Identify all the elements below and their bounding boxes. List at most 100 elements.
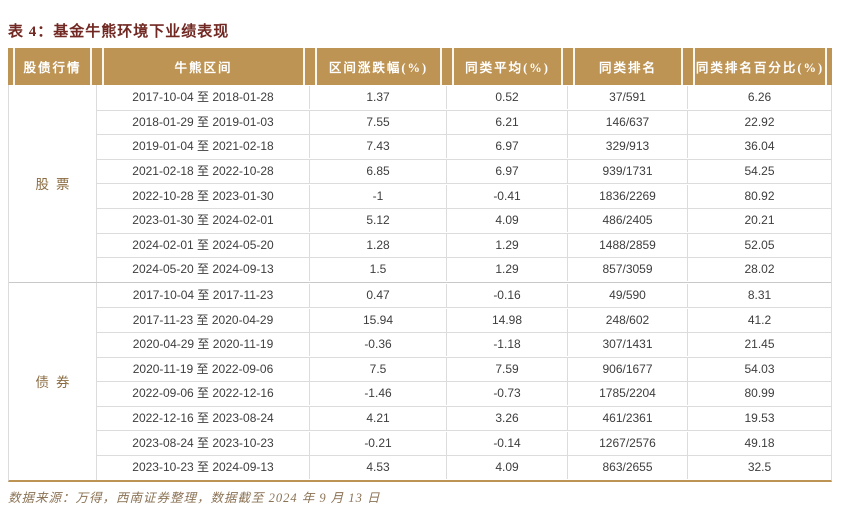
table-row: 2023-10-23 至 2024-09-13 4.53 4.09 863/26… bbox=[97, 454, 831, 480]
peer-average-cell: 6.97 bbox=[446, 160, 567, 184]
table-title: 表 4：基金牛熊环境下业绩表现 bbox=[8, 24, 230, 40]
table-row: 2021-02-18 至 2022-10-28 6.85 6.97 939/17… bbox=[97, 158, 831, 184]
change-cell: 6.85 bbox=[309, 160, 446, 184]
peer-rank-cell: 486/2405 bbox=[567, 209, 687, 233]
period-cell: 2018-01-29 至 2019-01-03 bbox=[132, 114, 274, 129]
period-cell: 2024-05-20 至 2024-09-13 bbox=[132, 262, 274, 277]
peer-average-cell: 6.97 bbox=[446, 135, 567, 159]
header-peer-rank-pct: 同类排名百分比(%) bbox=[688, 48, 832, 85]
peer-average-cell: 14.98 bbox=[446, 308, 567, 332]
header-peer-rank: 同类排名 bbox=[568, 48, 688, 85]
change-cell: 1.28 bbox=[309, 233, 446, 257]
section-label: 股票 bbox=[9, 85, 97, 282]
table-row: 2017-10-04 至 2017-11-23 0.47 -0.16 49/59… bbox=[97, 283, 831, 308]
table-section: 债券 2017-10-04 至 2017-11-23 0.47 -0.16 49… bbox=[9, 281, 831, 480]
period-cell: 2019-01-04 至 2021-02-18 bbox=[132, 139, 274, 154]
rank-percent-cell: 8.31 bbox=[687, 283, 831, 307]
period-cell: 2021-02-18 至 2022-10-28 bbox=[132, 164, 274, 179]
peer-rank-cell: 37/591 bbox=[567, 85, 687, 109]
change-cell: 0.47 bbox=[309, 283, 446, 307]
peer-rank-cell: 146/637 bbox=[567, 110, 687, 134]
peer-average-cell: 0.52 bbox=[446, 85, 567, 109]
table-row: 2022-12-16 至 2023-08-24 4.21 3.26 461/23… bbox=[97, 405, 831, 431]
period-cell: 2022-12-16 至 2023-08-24 bbox=[132, 411, 274, 426]
table-header-row: 股债行情 牛熊区间 区间涨跌幅(%) 同类平均(%) 同类排名 同类排名百分比(… bbox=[8, 48, 832, 85]
rank-percent-cell: 32.5 bbox=[687, 456, 831, 480]
peer-average-cell: 7.59 bbox=[446, 357, 567, 381]
change-cell: -1.46 bbox=[309, 382, 446, 406]
change-cell: 1.5 bbox=[309, 258, 446, 282]
peer-rank-cell: 49/590 bbox=[567, 283, 687, 307]
section-rows: 2017-10-04 至 2018-01-28 1.37 0.52 37/591… bbox=[97, 85, 831, 282]
table-row: 2019-01-04 至 2021-02-18 7.43 6.97 329/91… bbox=[97, 134, 831, 159]
peer-average-cell: -1.18 bbox=[446, 333, 567, 357]
peer-rank-cell: 1488/2859 bbox=[567, 233, 687, 257]
period-cell: 2020-11-19 至 2022-09-06 bbox=[132, 361, 274, 376]
peer-average-cell: 6.21 bbox=[446, 110, 567, 134]
table-row: 2020-04-29 至 2020-11-19 -0.36 -1.18 307/… bbox=[97, 331, 831, 357]
table-row: 2023-01-30 至 2024-02-01 5.12 4.09 486/24… bbox=[97, 207, 831, 233]
peer-average-cell: 4.09 bbox=[446, 209, 567, 233]
data-source-note: 数据来源：万得，西南证券整理，数据截至 2024 年 9 月 13 日 bbox=[8, 491, 381, 505]
change-cell: -0.36 bbox=[309, 333, 446, 357]
peer-rank-cell: 461/2361 bbox=[567, 407, 687, 431]
rank-percent-cell: 54.25 bbox=[687, 160, 831, 184]
period-cell: 2017-11-23 至 2020-04-29 bbox=[132, 312, 274, 327]
table-body: 股票 2017-10-04 至 2018-01-28 1.37 0.52 37/… bbox=[8, 85, 832, 482]
rank-percent-cell: 80.92 bbox=[687, 184, 831, 208]
period-cell: 2023-10-23 至 2024-09-13 bbox=[132, 460, 274, 475]
peer-rank-cell: 1267/2576 bbox=[567, 431, 687, 455]
table-row: 2024-05-20 至 2024-09-13 1.5 1.29 857/305… bbox=[97, 257, 831, 282]
fund-performance-table: 股债行情 牛熊区间 区间涨跌幅(%) 同类平均(%) 同类排名 同类排名百分比(… bbox=[8, 48, 832, 482]
rank-percent-cell: 41.2 bbox=[687, 308, 831, 332]
rank-percent-cell: 49.18 bbox=[687, 431, 831, 455]
change-cell: -1 bbox=[309, 184, 446, 208]
rank-percent-cell: 20.21 bbox=[687, 209, 831, 233]
table-row: 2022-10-28 至 2023-01-30 -1 -0.41 1836/22… bbox=[97, 183, 831, 208]
section-rows: 2017-10-04 至 2017-11-23 0.47 -0.16 49/59… bbox=[97, 283, 831, 480]
section-label: 债券 bbox=[9, 282, 97, 480]
rank-percent-cell: 6.26 bbox=[687, 85, 831, 109]
header-bull-bear-period: 牛熊区间 bbox=[97, 48, 310, 85]
peer-rank-cell: 863/2655 bbox=[567, 456, 687, 480]
table-section: 股票 2017-10-04 至 2018-01-28 1.37 0.52 37/… bbox=[9, 85, 831, 282]
table-row: 2020-11-19 至 2022-09-06 7.5 7.59 906/167… bbox=[97, 356, 831, 382]
period-cell: 2020-04-29 至 2020-11-19 bbox=[132, 337, 274, 352]
rank-percent-cell: 22.92 bbox=[687, 110, 831, 134]
peer-rank-cell: 939/1731 bbox=[567, 160, 687, 184]
rank-percent-cell: 28.02 bbox=[687, 258, 831, 282]
change-cell: 7.43 bbox=[309, 135, 446, 159]
change-cell: -0.21 bbox=[309, 431, 446, 455]
period-cell: 2024-02-01 至 2024-05-20 bbox=[132, 237, 274, 252]
peer-average-cell: -0.73 bbox=[446, 382, 567, 406]
period-cell: 2022-09-06 至 2022-12-16 bbox=[132, 386, 274, 401]
rank-percent-cell: 54.03 bbox=[687, 357, 831, 381]
change-cell: 15.94 bbox=[309, 308, 446, 332]
table-row: 2018-01-29 至 2019-01-03 7.55 6.21 146/63… bbox=[97, 109, 831, 135]
header-market-type: 股债行情 bbox=[8, 48, 97, 85]
table-row: 2017-10-04 至 2018-01-28 1.37 0.52 37/591… bbox=[97, 85, 831, 110]
period-cell: 2023-01-30 至 2024-02-01 bbox=[132, 213, 274, 228]
table-row: 2024-02-01 至 2024-05-20 1.28 1.29 1488/2… bbox=[97, 232, 831, 258]
period-cell: 2017-10-04 至 2017-11-23 bbox=[132, 287, 274, 302]
change-cell: 1.37 bbox=[309, 85, 446, 109]
table-row: 2022-09-06 至 2022-12-16 -1.46 -0.73 1785… bbox=[97, 381, 831, 406]
table-row: 2017-11-23 至 2020-04-29 15.94 14.98 248/… bbox=[97, 307, 831, 332]
peer-rank-cell: 329/913 bbox=[567, 135, 687, 159]
change-cell: 4.21 bbox=[309, 407, 446, 431]
peer-average-cell: 3.26 bbox=[446, 407, 567, 431]
rank-percent-cell: 21.45 bbox=[687, 333, 831, 357]
period-cell: 2023-08-24 至 2023-10-23 bbox=[132, 435, 274, 450]
peer-average-cell: -0.16 bbox=[446, 283, 567, 307]
change-cell: 4.53 bbox=[309, 456, 446, 480]
table-row: 2023-08-24 至 2023-10-23 -0.21 -0.14 1267… bbox=[97, 430, 831, 455]
rank-percent-cell: 19.53 bbox=[687, 407, 831, 431]
header-peer-average: 同类平均(%) bbox=[447, 48, 568, 85]
peer-rank-cell: 307/1431 bbox=[567, 333, 687, 357]
rank-percent-cell: 52.05 bbox=[687, 233, 831, 257]
peer-average-cell: 1.29 bbox=[446, 233, 567, 257]
change-cell: 7.55 bbox=[309, 110, 446, 134]
peer-rank-cell: 906/1677 bbox=[567, 357, 687, 381]
rank-percent-cell: 36.04 bbox=[687, 135, 831, 159]
